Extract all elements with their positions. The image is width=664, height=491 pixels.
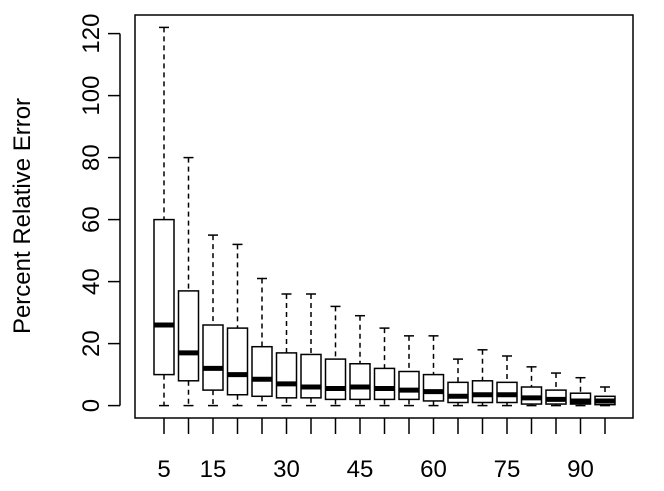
y-tick-label: 0 (78, 399, 105, 412)
iqr-box (153, 218, 175, 376)
iqr-box (300, 353, 322, 399)
iqr-box (373, 367, 396, 401)
box-80 (520, 366, 543, 407)
box-75 (496, 355, 518, 407)
x-tick-label: 60 (420, 456, 447, 483)
y-tick-label: 100 (78, 76, 105, 116)
box-10 (177, 156, 200, 407)
box-50 (373, 327, 396, 407)
box-95 (594, 386, 616, 407)
box-40 (324, 305, 347, 407)
y-tick-label: 40 (78, 268, 105, 295)
box-90 (569, 376, 592, 407)
iqr-box (349, 363, 371, 401)
box-35 (300, 293, 322, 407)
box-65 (447, 358, 469, 407)
x-tick-label: 5 (157, 456, 170, 483)
box-85 (545, 372, 567, 407)
box-5 (153, 26, 175, 407)
y-tick-label: 20 (78, 330, 105, 357)
y-tick-label: 120 (78, 14, 105, 54)
boxes-group (153, 26, 616, 407)
iqr-box (177, 290, 200, 382)
box-15 (202, 234, 224, 407)
iqr-box (422, 373, 445, 402)
box-25 (251, 277, 273, 407)
iqr-box (202, 324, 224, 391)
y-axis-label: Percent Relative Error (9, 98, 36, 334)
iqr-box (447, 381, 469, 404)
iqr-box (471, 380, 494, 404)
x-tick-label: 45 (347, 456, 374, 483)
box-55 (398, 335, 420, 407)
iqr-box (324, 358, 347, 401)
box-60 (422, 335, 445, 407)
box-20 (226, 243, 249, 407)
iqr-box (226, 327, 249, 396)
box-70 (471, 349, 494, 407)
iqr-box (398, 370, 420, 401)
x-axis: 5 15 30 45 60 75 90 (157, 418, 606, 483)
box-30 (275, 293, 298, 407)
iqr-box (275, 352, 298, 399)
x-tick-label: 15 (200, 456, 227, 483)
iqr-box (251, 345, 273, 398)
y-tick-label: 80 (78, 144, 105, 171)
y-tick-label: 60 (78, 206, 105, 233)
y-axis: 0 20 40 60 80 100 120 (78, 14, 121, 412)
box-45 (349, 314, 371, 407)
x-tick-label: 30 (273, 456, 300, 483)
x-tick-label: 75 (494, 456, 521, 483)
x-tick-label: 90 (567, 456, 594, 483)
